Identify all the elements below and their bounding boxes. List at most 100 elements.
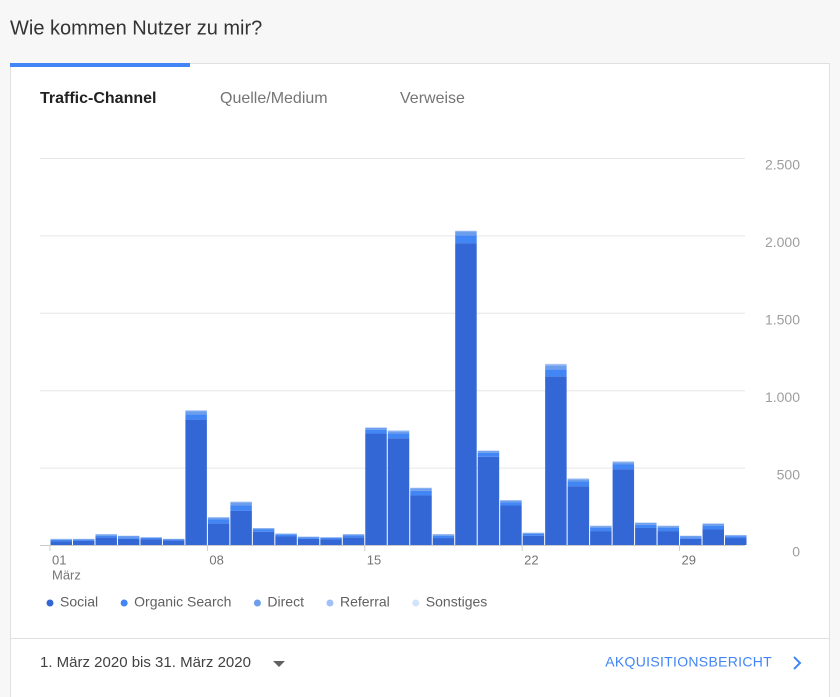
bar-segment — [590, 526, 612, 528]
bar-segment — [365, 427, 387, 430]
y-tick-label: 1.500 — [765, 312, 800, 328]
bar-segment — [297, 536, 320, 538]
bar-segment — [72, 540, 95, 545]
bar-segment — [185, 419, 207, 545]
page-title: Wie kommen Nutzer zu mir? — [10, 17, 262, 39]
bar-segment — [635, 523, 657, 525]
bar-segment — [590, 531, 612, 545]
bar-segment — [140, 538, 162, 540]
bar-segment — [185, 414, 207, 420]
legend-label: Referral — [340, 594, 390, 610]
x-tick-label: 15 — [367, 552, 381, 567]
bar-segment — [162, 539, 185, 541]
bar-segment — [72, 538, 95, 540]
bar-segment — [680, 537, 702, 539]
x-tick-label: 08 — [209, 552, 223, 567]
bar-segment — [612, 464, 635, 470]
bar-segment — [410, 487, 432, 489]
bar-segment — [635, 527, 657, 545]
bar-segment — [275, 536, 297, 545]
bar-segment — [545, 376, 567, 545]
bar-segment — [117, 538, 140, 545]
report-link[interactable]: AKQUISITIONSBERICHT — [605, 654, 772, 670]
bar-segment — [725, 536, 747, 539]
bar-segment — [522, 533, 545, 536]
bar-segment — [612, 469, 635, 545]
bar-segment — [207, 519, 230, 524]
bar-segment — [162, 540, 185, 545]
bar-segment — [657, 531, 680, 545]
bar-segment — [657, 527, 680, 532]
bar-segment — [252, 531, 275, 545]
bar-segment — [230, 505, 252, 511]
bar-segment — [117, 537, 140, 539]
bar-segment — [455, 243, 477, 545]
bar-segment — [95, 535, 117, 538]
legend-label: Sonstiges — [426, 594, 487, 610]
dropdown-caret[interactable] — [273, 661, 285, 667]
tab[interactable]: Quelle/Medium — [220, 90, 328, 107]
bar-segment — [410, 490, 432, 496]
bar-segment — [702, 529, 725, 545]
bar-segment — [95, 537, 117, 545]
bar-segment — [252, 528, 275, 530]
bar-segment — [342, 534, 365, 536]
bar-segment — [590, 527, 612, 532]
bar-segment — [230, 501, 252, 503]
bar-segment — [387, 433, 410, 439]
bar-segment — [320, 537, 342, 539]
bar-segment — [500, 500, 522, 503]
bar-segment — [275, 534, 297, 537]
bar-segment — [410, 488, 432, 491]
y-tick-label: 500 — [777, 466, 801, 482]
bar-segment — [725, 535, 747, 537]
bar-segment — [477, 456, 500, 545]
bar-segment — [612, 462, 635, 465]
bar-segment — [185, 410, 207, 412]
bar-segment — [140, 539, 162, 545]
bar-segment — [230, 510, 252, 545]
bar-segment — [657, 526, 680, 528]
date-range[interactable]: 1. März 2020 bis 31. März 2020 — [40, 654, 251, 671]
bar-segment — [522, 532, 545, 534]
bar-segment — [545, 365, 567, 370]
bar-segment — [207, 523, 230, 545]
legend-dot — [253, 599, 261, 607]
bar-segment — [342, 537, 365, 545]
legend-dot — [120, 599, 128, 607]
bar-segment — [342, 535, 365, 538]
bar-segment — [185, 411, 207, 415]
bar-segment — [522, 535, 545, 545]
bar-segment — [140, 537, 162, 539]
bar-segment — [162, 538, 185, 540]
x-tick-label: 29 — [682, 552, 696, 567]
legend-label: Social — [60, 594, 98, 610]
bar-segment — [702, 523, 725, 526]
legend-dot — [412, 599, 420, 607]
bar-segment — [635, 524, 657, 528]
bar-segment — [320, 539, 342, 545]
tab[interactable]: Traffic-Channel — [40, 90, 156, 107]
bar-segment — [387, 430, 410, 432]
tab[interactable]: Verweise — [400, 90, 465, 107]
bar-segment — [50, 539, 72, 542]
bar-segment — [455, 231, 477, 236]
legend-dot — [326, 599, 334, 607]
bar-segment — [365, 433, 387, 545]
y-tick-label: 1.000 — [765, 389, 800, 405]
bar-segment — [567, 478, 590, 480]
bar-segment — [410, 495, 432, 545]
bar-segment — [117, 536, 140, 538]
bar-segment — [50, 541, 72, 545]
legend-label: Organic Search — [134, 594, 231, 610]
bar-segment — [95, 534, 117, 536]
bar-segment — [297, 538, 320, 545]
bar-segment — [680, 536, 702, 538]
bar-segment — [320, 538, 342, 540]
chevron[interactable] — [793, 656, 802, 670]
bar-segment — [432, 535, 455, 539]
bar-segment — [387, 438, 410, 545]
bar-segment — [230, 502, 252, 506]
bar-segment — [72, 539, 95, 541]
